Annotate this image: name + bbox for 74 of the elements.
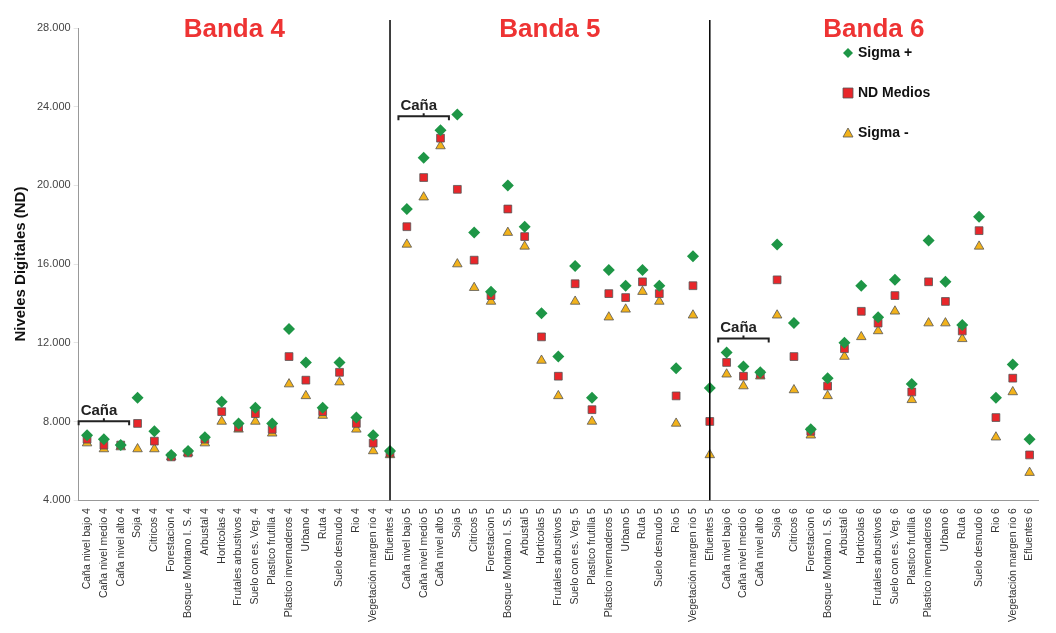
x-tick-label: Vegetación margen rio 6: [1005, 508, 1018, 622]
x-tick-label: Frutales arbustivos 4: [231, 508, 244, 606]
annotation: Caña: [80, 400, 118, 418]
x-tick-label: Suelo desnudo 5: [652, 508, 665, 587]
x-tick-label: Arbustal 6: [837, 508, 850, 556]
x-tick-label: Efluentes 5: [702, 508, 715, 561]
x-tick-label: Ruta 4: [315, 508, 328, 540]
x-tick-label: Soja 6: [770, 508, 783, 538]
x-tick-label: Suelo desnudo 6: [971, 508, 984, 587]
x-tick-label: Urbano 4: [298, 508, 311, 552]
x-tick-label: Vegetación margen rio 5: [685, 508, 698, 622]
x-tick-label: Arbustal 4: [197, 508, 210, 556]
x-tick-label: Ruta 6: [955, 508, 968, 540]
x-tick-label: Suelo con es. Veg. 5: [568, 508, 581, 605]
x-tick-label: Caña nivel medio 4: [96, 508, 109, 599]
annotation: Caña: [720, 318, 758, 336]
x-tick-label: Efluentes 6: [1022, 508, 1035, 561]
y-tick-label: 8.000: [43, 414, 71, 427]
x-tick-label: Caña nivel medio 6: [736, 508, 749, 599]
x-tick-label: Soja 4: [130, 508, 143, 538]
x-tick-label: Plastico invernaderos 6: [921, 508, 934, 618]
y-tick-label: 28.000: [36, 21, 71, 34]
legend-label: Sigma +: [858, 43, 913, 60]
x-tick-label: Caña nivel alto 5: [433, 508, 446, 587]
x-tick-label: Citricos 4: [147, 508, 160, 552]
x-tick-label: Caña nivel bajo 4: [79, 508, 92, 590]
x-tick-label: Plastico invernaderos 4: [281, 508, 294, 618]
y-tick-label: 20.000: [36, 178, 71, 191]
x-tick-label: Urbano 6: [938, 508, 951, 552]
x-tick-label: Caña nivel bajo 5: [399, 508, 412, 590]
x-tick-label: Caña nivel medio 5: [416, 508, 429, 599]
x-tick-label: Efluentes 4: [382, 508, 395, 561]
annotation: Banda 4: [183, 13, 286, 44]
x-tick-label: Forestacion 5: [483, 508, 496, 572]
x-tick-label: Forestacion 6: [803, 508, 816, 572]
x-tick-label: Citricos 6: [786, 508, 799, 552]
x-tick-label: Suelo desnudo 4: [332, 508, 345, 587]
x-tick-label: Citricos 5: [467, 508, 480, 552]
legend-label: Sigma -: [858, 123, 909, 140]
annotation: Banda 5: [499, 13, 601, 44]
x-tick-label: Vegetación margen rio 4: [366, 508, 379, 622]
x-tick-label: Urbano 5: [618, 508, 631, 552]
x-tick-label: Caña nivel alto 6: [753, 508, 766, 587]
x-tick-label: Bosque Montano I. S. 5: [500, 508, 513, 618]
y-tick-label: 4.000: [43, 493, 71, 506]
annotation: Banda 6: [823, 13, 925, 44]
y-tick-label: 12.000: [36, 335, 71, 348]
x-tick-label: Plastico frutilla 5: [584, 508, 597, 585]
x-tick-label: Bosque Montano I. S. 4: [180, 508, 193, 618]
x-tick-label: Bosque Montano I. S. 6: [820, 508, 833, 618]
x-tick-label: Horticolas 6: [854, 508, 867, 564]
x-tick-label: Ruta 5: [635, 508, 648, 540]
annotation: Caña: [400, 95, 438, 113]
x-tick-label: Horticolas 5: [534, 508, 547, 564]
x-tick-label: Plastico frutilla 4: [265, 508, 278, 585]
x-tick-label: Plastico frutilla 6: [904, 508, 917, 585]
x-tick-label: Rio 5: [669, 508, 682, 533]
legend-label: ND Medios: [858, 83, 931, 100]
x-tick-label: Frutales arbustivos 5: [551, 508, 564, 606]
x-tick-label: Forestacion 4: [164, 508, 177, 572]
y-tick-label: 16.000: [36, 257, 71, 270]
x-tick-label: Horticolas 4: [214, 508, 227, 564]
x-tick-label: Arbustal 5: [517, 508, 530, 556]
x-tick-label: Rio 6: [988, 508, 1001, 533]
x-tick-label: Soja 5: [450, 508, 463, 538]
x-tick-label: Suelo con es. Veg. 6: [887, 508, 900, 605]
x-tick-label: Caña nivel alto 4: [113, 508, 126, 587]
x-tick-label: Suelo con es. Veg. 4: [248, 508, 261, 605]
y-tick-label: 24.000: [36, 99, 71, 112]
x-tick-label: Caña nivel bajo 6: [719, 508, 732, 590]
x-tick-label: Frutales arbustivos 6: [871, 508, 883, 606]
y-axis-title: Niveles Digitales (ND): [11, 186, 29, 342]
x-tick-label: Rio 4: [349, 508, 362, 533]
x-tick-label: Plastico invernaderos 5: [601, 508, 614, 618]
